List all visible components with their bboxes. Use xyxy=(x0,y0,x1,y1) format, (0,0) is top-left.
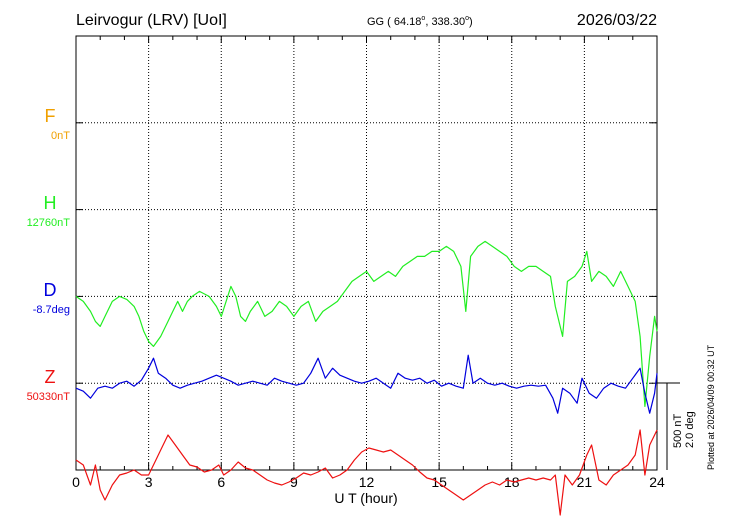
x-tick-label: 0 xyxy=(72,474,80,490)
x-tick-label: 24 xyxy=(649,474,665,490)
plot-date: 2026/03/22 xyxy=(577,12,657,29)
component-labels: F 0nT H 12760nT D -8.7deg Z 50330nT xyxy=(27,106,71,403)
x-tick-label: 3 xyxy=(145,474,153,490)
baseline-H: 12760nT xyxy=(27,217,71,229)
baseline-D: -8.7deg xyxy=(33,304,70,316)
scale-nt: 500 nT xyxy=(672,413,684,448)
geographic-coordinates: GG ( 64.18o, 338.30o) xyxy=(367,15,473,28)
x-tick-label: 9 xyxy=(290,474,298,490)
x-tick-label: 21 xyxy=(577,474,593,490)
label-F: F xyxy=(45,106,56,126)
x-tick-label: 6 xyxy=(217,474,225,490)
x-tick-label: 18 xyxy=(504,474,520,490)
x-tick-labels: 0 3 6 9 12 15 18 21 24 xyxy=(72,474,665,490)
plotted-at-note: Plotted at 2026/04/09 00:32 UT xyxy=(706,344,716,470)
x-tick-label: 12 xyxy=(359,474,375,490)
series-line-Z xyxy=(75,429,658,516)
label-D: D xyxy=(44,280,57,300)
station-title: Leirvogur (LRV) [UoI] xyxy=(76,12,227,29)
series-layer xyxy=(75,240,658,516)
axis-ticks xyxy=(75,36,658,470)
label-Z: Z xyxy=(45,367,56,387)
label-H: H xyxy=(44,193,57,213)
baseline-F: 0nT xyxy=(51,130,70,142)
scale-deg: 2.0 deg xyxy=(684,411,696,448)
scale-bar: 500 nT 2.0 deg xyxy=(657,382,696,470)
grid xyxy=(76,36,657,470)
series-line-D xyxy=(75,354,658,414)
baseline-Z: 50330nT xyxy=(27,391,71,403)
series-line-H xyxy=(75,240,658,407)
x-axis-label: U T (hour) xyxy=(334,490,397,506)
